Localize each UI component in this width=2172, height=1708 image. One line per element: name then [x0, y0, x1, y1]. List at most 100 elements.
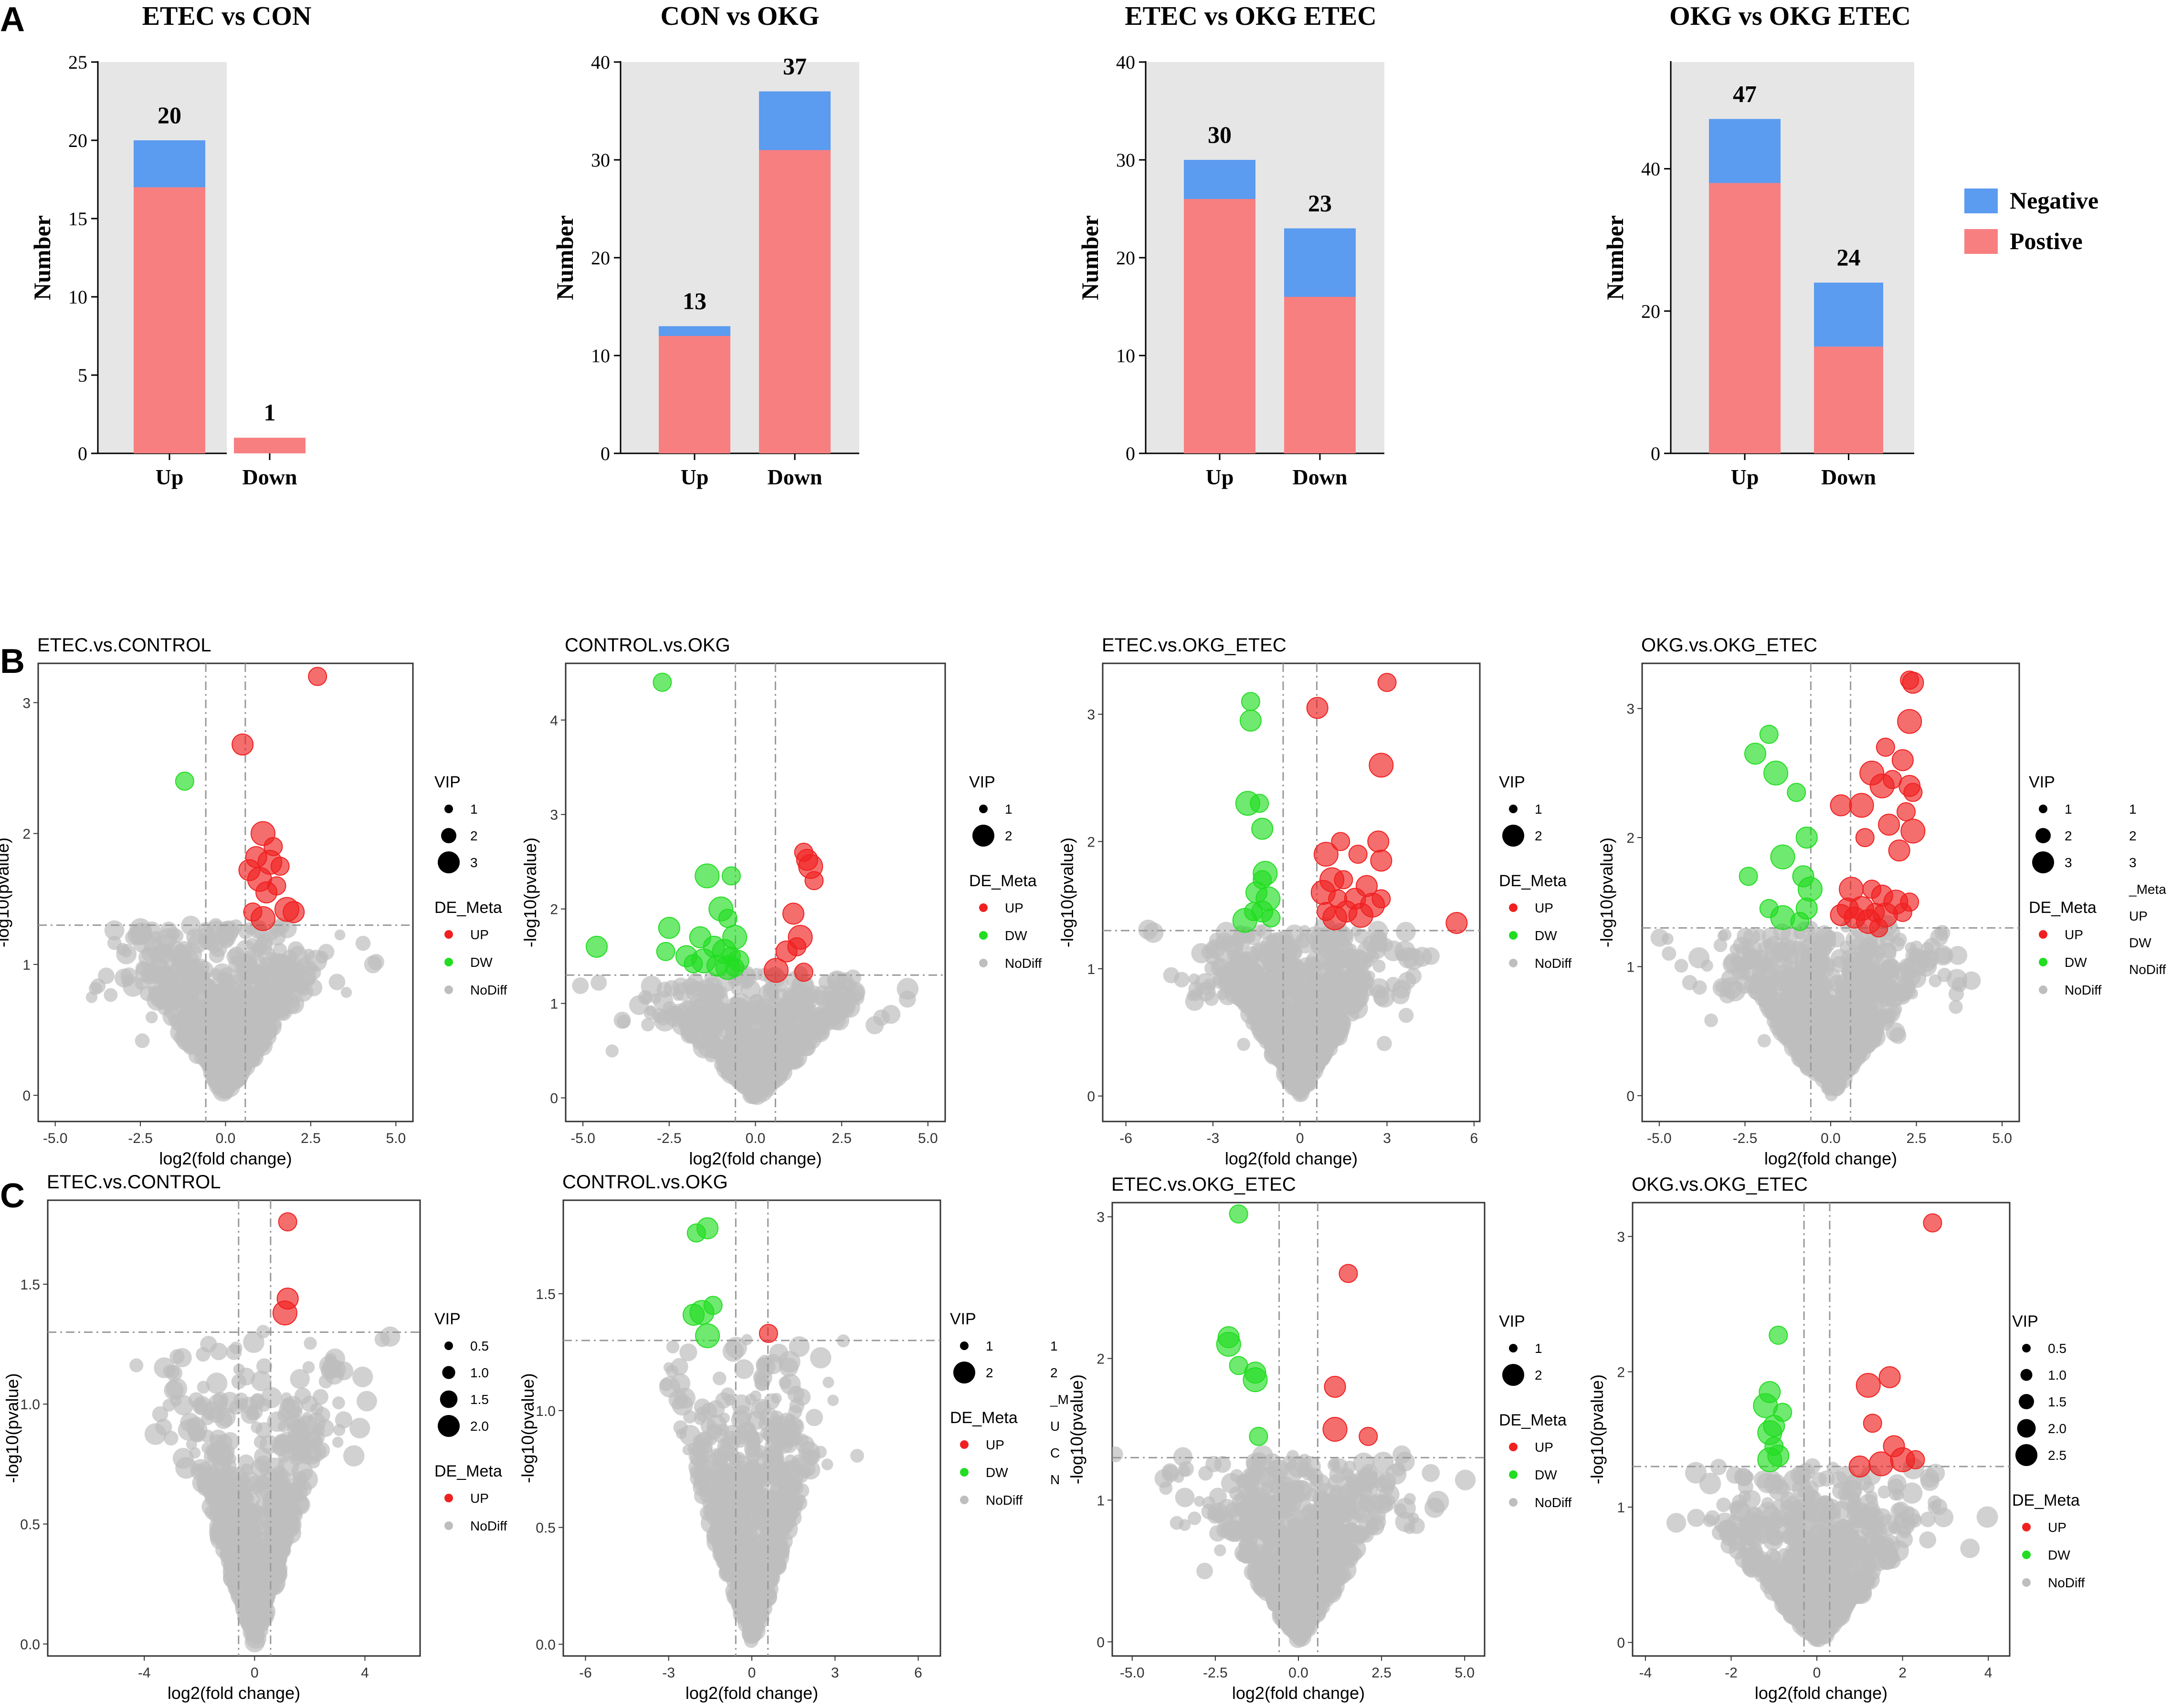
nodiff-point — [713, 1543, 735, 1565]
nodiff-point — [283, 1396, 304, 1416]
up-point — [308, 667, 327, 686]
up-point — [1313, 842, 1339, 867]
nodiff-point — [236, 1496, 248, 1509]
nodiff-point — [1252, 976, 1267, 991]
up-point — [763, 958, 789, 983]
nodiff-point — [1422, 1464, 1440, 1482]
y-tick-label: 0 — [1097, 1635, 1105, 1650]
bar-positive-up — [1184, 199, 1255, 453]
legend-swatch — [1964, 189, 1998, 213]
vip-legend-swatch — [1509, 805, 1518, 813]
bar-total-label: 37 — [783, 53, 807, 80]
nodiff-point — [221, 1466, 243, 1488]
nodiff-point — [257, 1586, 274, 1603]
chart-title: CONTROL.vs.OKG — [565, 635, 730, 656]
nodiff-point — [180, 1413, 200, 1433]
nodiff-point — [308, 1429, 325, 1446]
nodiff-point — [340, 986, 352, 998]
nodiff-point — [753, 1610, 768, 1624]
nodiff-point — [818, 975, 833, 990]
nodiff-point — [355, 935, 371, 951]
up-point — [1377, 673, 1397, 692]
dw-point — [721, 866, 741, 886]
bar-total-label: 13 — [683, 288, 706, 314]
up-points — [763, 842, 824, 983]
nodiff-point — [352, 1366, 373, 1387]
nodiff-point — [301, 1395, 318, 1413]
nodiff-point — [256, 1358, 273, 1374]
nodiff-point — [318, 1374, 333, 1389]
y-tick-label: 0 — [1651, 443, 1660, 464]
nodiff-point — [737, 1422, 757, 1442]
vip-legend-swatch — [2039, 805, 2047, 813]
nodiff-point — [784, 1050, 804, 1070]
y-tick-label: 0.0 — [20, 1637, 40, 1653]
points-layer — [48, 1200, 420, 1656]
nodiff-point — [764, 1493, 776, 1505]
nodiff-point — [1163, 967, 1180, 984]
nodiff-point — [1682, 975, 1698, 990]
nodiff-point — [198, 1483, 211, 1496]
nodiff-point — [1325, 1019, 1339, 1033]
nodiff-point — [160, 922, 177, 939]
nodiff-point — [271, 1435, 293, 1457]
nodiff-point — [239, 954, 257, 972]
up-points — [232, 667, 327, 931]
nodiff-point — [246, 938, 259, 951]
de-legend-swatch-nodiff — [1509, 959, 1518, 967]
vip-legend-title: VIP — [2029, 773, 2055, 791]
nodiff-point — [1253, 941, 1275, 963]
nodiff-point — [765, 1443, 782, 1460]
nodiff-point — [1719, 987, 1736, 1004]
y-tick-label: 2 — [550, 902, 558, 918]
nodiff-point — [1713, 938, 1728, 953]
nodiff-point — [723, 1466, 738, 1482]
y-tick-label: 20 — [1641, 301, 1660, 322]
up-point — [270, 857, 290, 876]
nodiff-point — [1204, 961, 1220, 976]
nodiff-point — [1303, 960, 1320, 977]
x-tick-label: 4 — [361, 1665, 369, 1681]
dw-point — [695, 863, 720, 889]
nodiff-point — [1262, 970, 1282, 990]
nodiff-point — [719, 1045, 731, 1057]
nodiff-point — [746, 1439, 761, 1454]
x-tick-label: -3 — [662, 1665, 675, 1681]
chart-title: ETEC.vs.OKG_ETEC — [1111, 1174, 1296, 1195]
y-tick-label: 10 — [68, 286, 87, 308]
dw-point — [586, 935, 608, 958]
x-axis-label: log2(fold change) — [689, 1149, 822, 1168]
de-legend-label: UP — [1535, 901, 1553, 915]
nodiff-point — [732, 1405, 752, 1425]
nodiff-point — [1937, 967, 1952, 982]
dw-point — [725, 958, 745, 977]
nodiff-point — [799, 1466, 812, 1478]
bar-chart-a4: OKG vs OKG ETEC02040Number47Up24DownNega… — [1602, 1, 2098, 489]
y-tick-label: 20 — [1116, 247, 1135, 269]
panel-letter-a: A — [0, 0, 25, 39]
up-point — [1903, 783, 1923, 802]
dw-point — [1787, 783, 1806, 802]
nodiff-point — [210, 1500, 222, 1513]
nodiff-point — [734, 1359, 754, 1379]
vip-legend-title: VIP — [950, 1310, 976, 1328]
vip-legend-swatch — [953, 1362, 975, 1383]
vip-legend-swatch — [2032, 851, 2054, 873]
nodiff-point — [702, 1467, 717, 1482]
x-tick-label: -3 — [1207, 1131, 1220, 1146]
chart-title: CONTROL.vs.OKG — [562, 1172, 728, 1193]
x-tick-label: -2.5 — [657, 1131, 682, 1146]
nodiff-point — [805, 1449, 821, 1464]
y-tick-label: 0.0 — [536, 1637, 556, 1653]
nodiff-point — [220, 1004, 241, 1024]
vip-legend-label: 1 — [1535, 802, 1542, 817]
nodiff-point — [1237, 1037, 1250, 1051]
x-tick-label: Up — [1206, 465, 1234, 489]
nodiff-point — [1311, 1022, 1325, 1036]
legend-overflow-label: N — [1050, 1472, 1060, 1487]
